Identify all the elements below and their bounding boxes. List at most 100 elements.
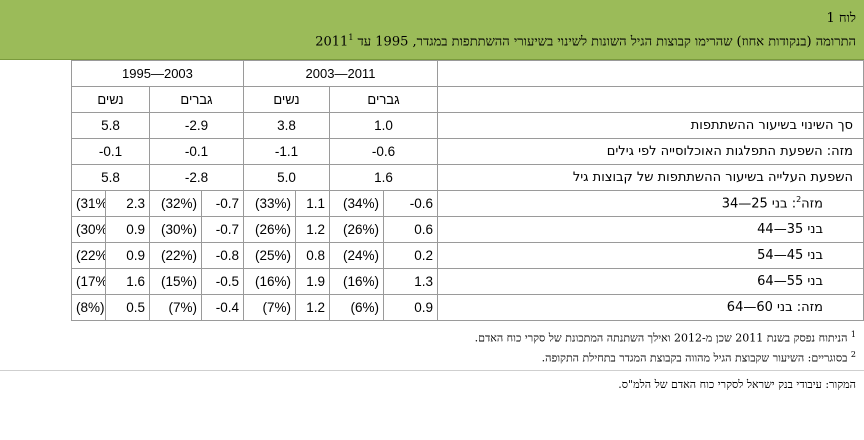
age-group-label: מזה2: בני 25—34: [437, 190, 864, 217]
row-value: 5.0: [242, 164, 331, 191]
share-percent: (32%): [148, 190, 202, 217]
header-blank-cell: [437, 86, 864, 113]
share-percent: (31%): [70, 190, 106, 217]
footnote-mark: 1: [850, 330, 856, 339]
share-percent: (16%): [329, 268, 384, 295]
age-group-row: בני 45—54 0.2 (24%) 0.8 (25%) -0.8 (22%) 0.9 (22…: [0, 242, 864, 269]
contribution-value: 1.9: [295, 268, 330, 295]
age-group-label: בני 55—64: [437, 268, 864, 295]
age-group-label: מזה: בני 60—64: [437, 294, 864, 321]
share-percent: (30%): [70, 216, 106, 243]
contribution-value: 1.6: [104, 268, 150, 295]
row-label: מזה: השפעת התפלגות האוכלוסייה לפי גילים: [437, 138, 864, 165]
data-table: 2011—2003 2003—1995 גברים נשים גברים נשים סך ה…: [0, 60, 864, 321]
contribution-value: -0.6: [383, 190, 438, 217]
gender-header: נשים: [242, 86, 331, 113]
contribution-value: -0.5: [200, 268, 244, 295]
contribution-value: 0.5: [104, 294, 150, 321]
contribution-value: -0.8: [200, 242, 244, 269]
contribution-value: 0.9: [104, 216, 150, 243]
gender-header-row: גברים נשים גברים נשים: [0, 86, 864, 113]
contribution-value: -0.4: [200, 294, 244, 321]
age-group-row: מזה: בני 60—64 0.9 (6%) 1.2 (7%) -0.4 (7%) 0.5(…: [0, 294, 864, 321]
age-group-row: מזה2: בני 25—34 -0.6 (34%) 1.1 (33%) -0.7 (32%…: [0, 190, 864, 217]
share-percent: (17%): [70, 268, 106, 295]
age-group-label: בני 35—44: [437, 216, 864, 243]
contribution-value: -0.7: [200, 216, 244, 243]
age-group-label-text: מזה: [801, 196, 823, 212]
age-group-label-rest: : בני 25—34: [721, 196, 797, 212]
share-percent: (25%): [242, 242, 297, 269]
period-header: 2003—1995: [70, 60, 244, 87]
row-label: סך השינוי בשיעור ההשתתפות: [437, 112, 864, 139]
row-value: -2.8: [148, 164, 244, 191]
row-value: 3.8: [242, 112, 331, 139]
share-percent: (7%): [148, 294, 202, 321]
row-value: 5.8: [70, 112, 150, 139]
share-percent: (6%): [329, 294, 384, 321]
share-percent: (7%): [242, 294, 297, 321]
title-footnote-mark: 1: [348, 33, 354, 42]
table-title-text: התרומה (בנקודות אחוז) שהרימו קבוצות הגיל…: [315, 34, 856, 50]
share-percent: (24%): [329, 242, 384, 269]
share-percent: (22%): [148, 242, 202, 269]
contribution-value: 0.2: [383, 242, 438, 269]
row-value: -2.9: [148, 112, 244, 139]
age-group-row: בני 35—44 0.6 (26%) 1.2 (26%) -0.7 (30%) 0.9 (30…: [0, 216, 864, 243]
share-percent: (15%): [148, 268, 202, 295]
source-note: המקור: עיבודי בנק ישראל לסקרי כוח האדם ש…: [0, 370, 864, 393]
gender-header: נשים: [70, 86, 150, 113]
period-header: 2011—2003: [242, 60, 439, 87]
row-value: -1.1: [242, 138, 331, 165]
footnote-text: בסוגריים: השיעור שקבוצת הגיל מהווה בקבוצ…: [541, 351, 851, 365]
gender-header: גברים: [148, 86, 244, 113]
footnote-mark: 2: [796, 195, 802, 205]
share-percent: (8%): [70, 294, 106, 321]
table-title-block: לוח 1 התרומה (בנקודות אחוז) שהרימו קבוצו…: [0, 0, 864, 60]
table-number: לוח 1: [826, 11, 856, 26]
share-percent: (30%): [148, 216, 202, 243]
contribution-value: 1.2: [295, 294, 330, 321]
footnotes: 1 הניתוח נפסק בשנת 2011 שכן מ-2012 ואילך…: [0, 321, 864, 366]
contribution-value: 1.3: [383, 268, 438, 295]
contribution-value: 0.8: [295, 242, 330, 269]
share-percent: (22%): [70, 242, 106, 269]
header-blank-cell: [437, 60, 864, 87]
share-percent: (26%): [242, 216, 297, 243]
table-row: השפעת העלייה בשיעור ההשתתפות של קבוצות ג…: [0, 164, 864, 191]
age-group-label-text: בני 55—64: [757, 274, 823, 289]
share-percent: (34%): [329, 190, 384, 217]
contribution-value: 1.2: [295, 216, 330, 243]
share-percent: (33%): [242, 190, 297, 217]
contribution-value: -0.7: [200, 190, 244, 217]
contribution-value: 2.3: [104, 190, 150, 217]
share-percent: (16%): [242, 268, 297, 295]
row-value: -0.6: [329, 138, 438, 165]
row-value: -0.1: [148, 138, 244, 165]
age-group-label-text: בני 35—44: [757, 222, 823, 237]
table-row: סך השינוי בשיעור ההשתתפות 1.0 3.8 -2.9 5.8: [0, 112, 864, 139]
age-group-label: בני 45—54: [437, 242, 864, 269]
share-percent: (26%): [329, 216, 384, 243]
footnote: 1 הניתוח נפסק בשנת 2011 שכן מ-2012 ואילך…: [8, 327, 856, 347]
row-value: 5.8: [70, 164, 150, 191]
age-group-row: בני 55—64 1.3 (16%) 1.9 (16%) -0.5 (15%) 1.6 (17…: [0, 268, 864, 295]
table-title: התרומה (בנקודות אחוז) שהרימו קבוצות הגיל…: [8, 28, 856, 52]
row-value: 1.6: [329, 164, 438, 191]
age-group-label-text: מזה: בני 60—64: [726, 300, 823, 315]
table-row: מזה: השפעת התפלגות האוכלוסייה לפי גילים -…: [0, 138, 864, 165]
footnote-text: הניתוח נפסק בשנת 2011 שכן מ-2012 ואילך ה…: [474, 331, 851, 345]
row-value: -0.1: [70, 138, 150, 165]
period-header-row: 2011—2003 2003—1995: [0, 60, 864, 87]
gender-header: גברים: [329, 86, 438, 113]
row-value: 1.0: [329, 112, 438, 139]
row-label: השפעת העלייה בשיעור ההשתתפות של קבוצות ג…: [437, 164, 864, 191]
footnote: 2 בסוגריים: השיעור שקבוצת הגיל מהווה בקב…: [8, 347, 856, 367]
contribution-value: 0.9: [383, 294, 438, 321]
age-group-label-text: בני 45—54: [757, 248, 823, 263]
contribution-value: 1.1: [295, 190, 330, 217]
contribution-value: 0.6: [383, 216, 438, 243]
contribution-value: 0.9: [104, 242, 150, 269]
footnote-mark: 2: [850, 349, 856, 359]
